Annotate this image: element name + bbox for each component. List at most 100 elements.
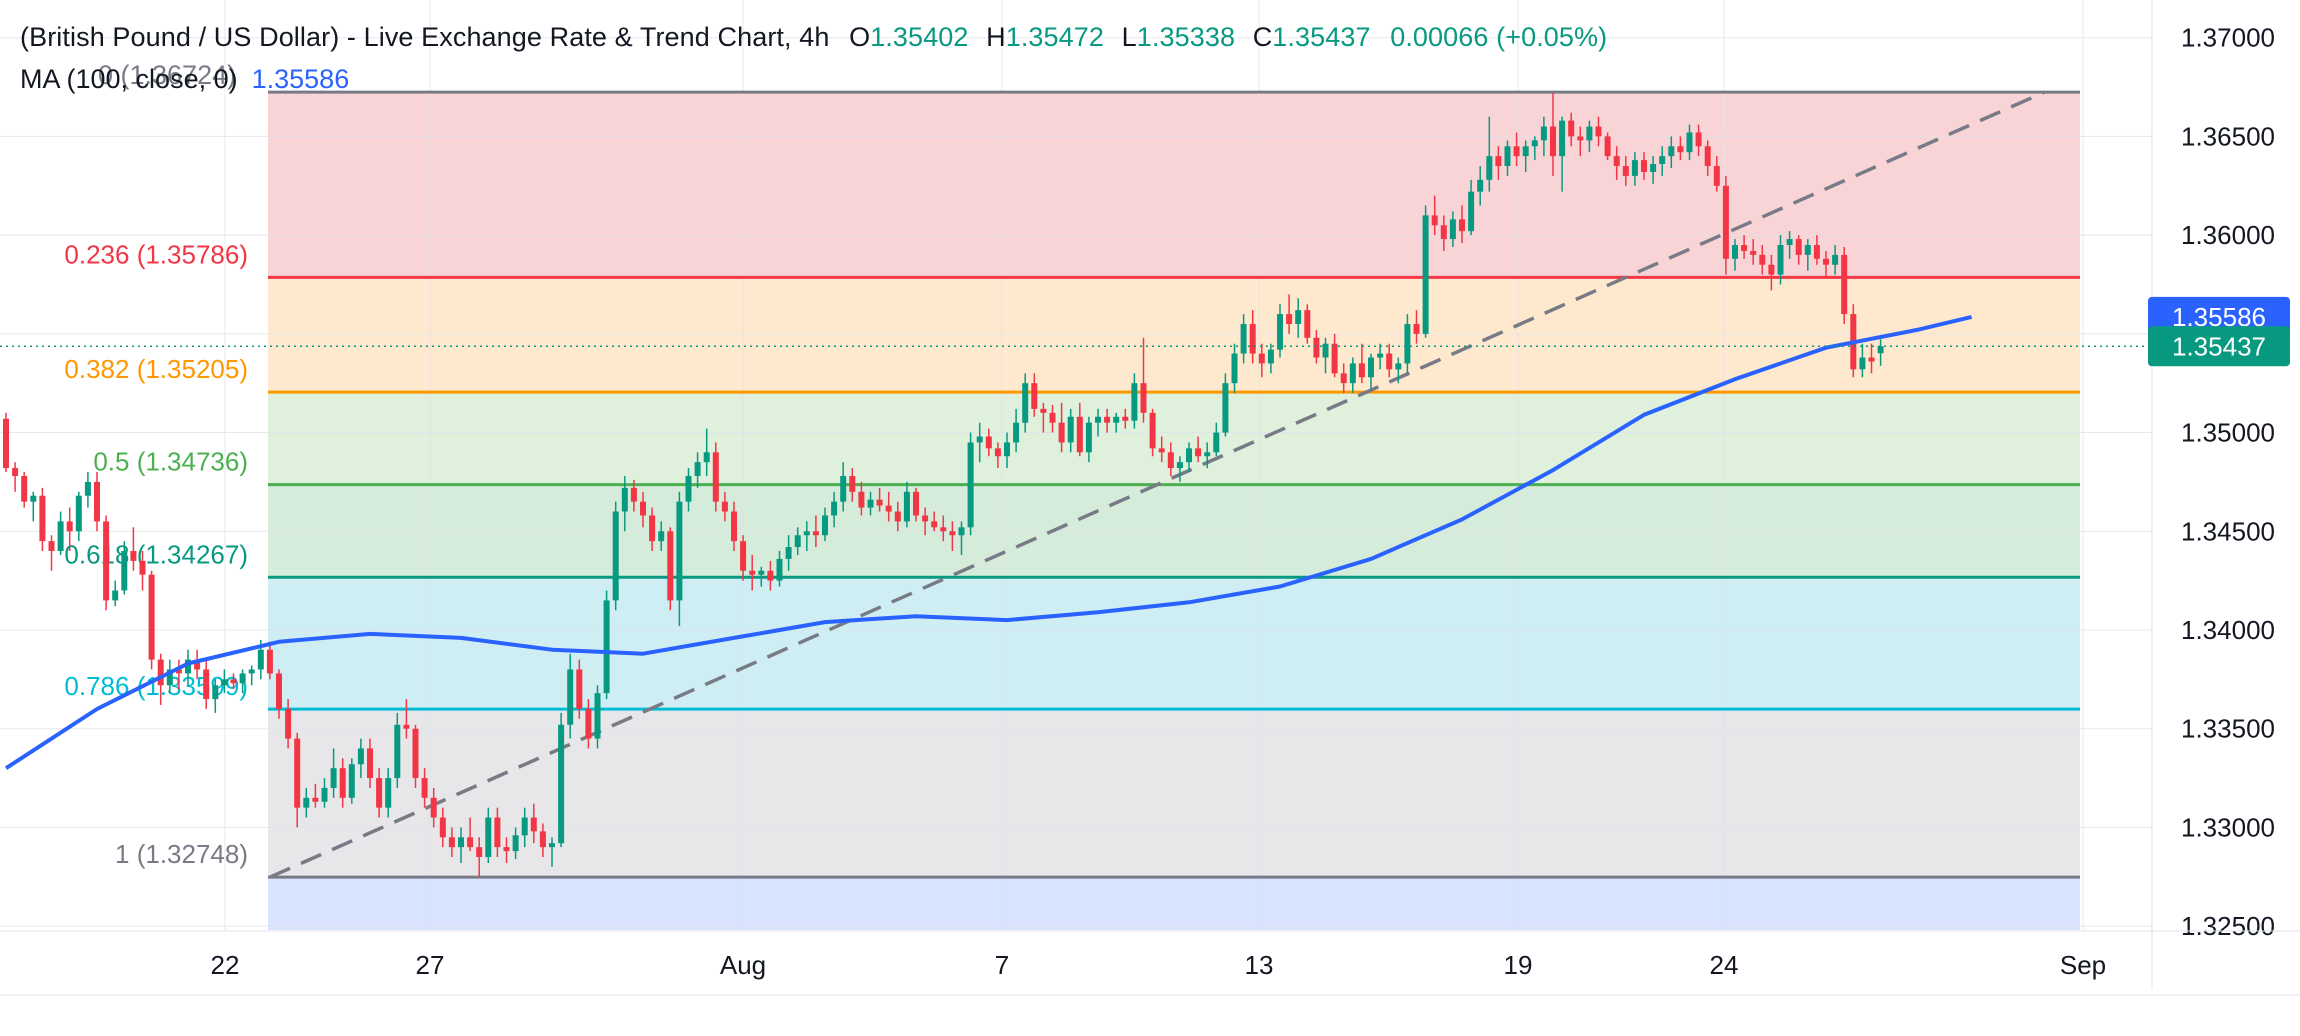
- candle-123: [1122, 408, 1129, 429]
- candle-body: [822, 515, 828, 536]
- candle-body: [667, 531, 674, 601]
- price-tick-label: 1.36000: [2181, 220, 2275, 250]
- candle-50: [458, 827, 464, 863]
- candle-body: [1613, 156, 1620, 167]
- candle-49: [448, 827, 455, 858]
- candle-14: [130, 527, 137, 571]
- candle-body: [1167, 452, 1174, 469]
- candle-body: [1459, 219, 1465, 232]
- candle-body: [266, 649, 273, 674]
- candle-135: [1231, 343, 1238, 394]
- candle-body: [858, 491, 865, 508]
- candle-187: [1704, 140, 1711, 176]
- candle-body: [1431, 215, 1438, 226]
- candle-body: [48, 541, 55, 552]
- candle-168: [1531, 136, 1538, 161]
- candle-body: [1522, 146, 1529, 157]
- candle-103: [940, 515, 947, 542]
- candle-body: [1295, 310, 1302, 324]
- candle-144: [1313, 329, 1320, 364]
- candle-174: [1586, 120, 1593, 153]
- candle-181: [1650, 156, 1657, 184]
- candle-body: [221, 679, 228, 686]
- candle-body: [1868, 357, 1875, 362]
- time-tick-label: 27: [416, 950, 445, 980]
- candle-94: [858, 481, 865, 516]
- candle-body: [876, 499, 883, 506]
- candle-197: [1795, 235, 1802, 265]
- time-tick-label: Sep: [2060, 950, 2106, 980]
- fib-label-0.786: 0.786 (1.33599): [64, 671, 248, 701]
- candle-56: [512, 827, 519, 860]
- candle-192: [1750, 239, 1757, 265]
- candle-body: [803, 531, 810, 536]
- candle-body: [1540, 126, 1547, 141]
- candle-7: [66, 507, 73, 552]
- price-tick-label: 1.32500: [2181, 911, 2275, 941]
- candle-51: [467, 817, 474, 852]
- candle-body: [767, 570, 774, 581]
- candle-69: [630, 479, 637, 512]
- candle-body: [903, 491, 910, 522]
- candle-body: [485, 817, 492, 858]
- candle-183: [1668, 136, 1675, 168]
- high-label: H: [986, 22, 1006, 52]
- candle-body: [1650, 164, 1657, 172]
- candle-body: [39, 495, 46, 542]
- candle-body: [1823, 258, 1829, 265]
- candle-63: [576, 659, 583, 719]
- chart-header: (British Pound / US Dollar) - Live Excha…: [20, 22, 1607, 53]
- candle-body: [1095, 416, 1101, 423]
- candle-body: [1031, 383, 1038, 409]
- candle-body: [1204, 452, 1211, 457]
- candle-163: [1486, 116, 1493, 192]
- candle-5: [48, 535, 55, 571]
- ma-legend[interactable]: MA (100, close, 0) 1.35586: [20, 64, 349, 95]
- candle-147: [1340, 363, 1347, 394]
- candle-body: [194, 659, 201, 670]
- candle-132: [1204, 442, 1211, 469]
- candle-179: [1631, 152, 1638, 186]
- candle-body: [585, 708, 592, 739]
- candle-body: [785, 547, 792, 559]
- candle-97: [885, 491, 892, 522]
- candle-108: [985, 428, 992, 457]
- candle-186: [1695, 124, 1702, 157]
- candle-61: [558, 712, 565, 848]
- candle-body: [521, 817, 528, 836]
- candle-body: [1358, 363, 1365, 378]
- candle-body: [1122, 416, 1129, 421]
- candle-78: [712, 442, 719, 512]
- candle-84: [767, 560, 774, 591]
- candle-195: [1777, 235, 1784, 285]
- candle-body: [1313, 337, 1320, 358]
- candle-body: [1559, 120, 1566, 157]
- candle-107: [976, 422, 983, 463]
- candle-2: [21, 472, 28, 508]
- candle-126: [1149, 408, 1156, 457]
- candle-41: [376, 768, 383, 818]
- candle-92: [840, 462, 847, 512]
- fib-zones: [268, 92, 2080, 930]
- candle-body: [1395, 363, 1402, 370]
- candle-137: [1249, 310, 1256, 364]
- candle-29: [266, 641, 273, 680]
- candle-body: [421, 778, 428, 798]
- candle-body: [1449, 219, 1456, 240]
- candle-68: [621, 475, 628, 532]
- candle-body: [612, 511, 619, 601]
- candle-body: [740, 541, 747, 571]
- candle-body: [1085, 422, 1092, 453]
- candle-74: [676, 491, 683, 627]
- candle-body: [230, 679, 237, 684]
- candle-body: [1550, 126, 1556, 157]
- candle-body: [1186, 448, 1192, 463]
- fib-zone-0.618: [268, 577, 2080, 710]
- candle-body: [248, 669, 255, 674]
- candle-151: [1377, 343, 1384, 370]
- candle-134: [1222, 373, 1229, 437]
- candle-39: [357, 738, 364, 779]
- candle-46: [421, 768, 428, 808]
- candle-body: [385, 778, 392, 808]
